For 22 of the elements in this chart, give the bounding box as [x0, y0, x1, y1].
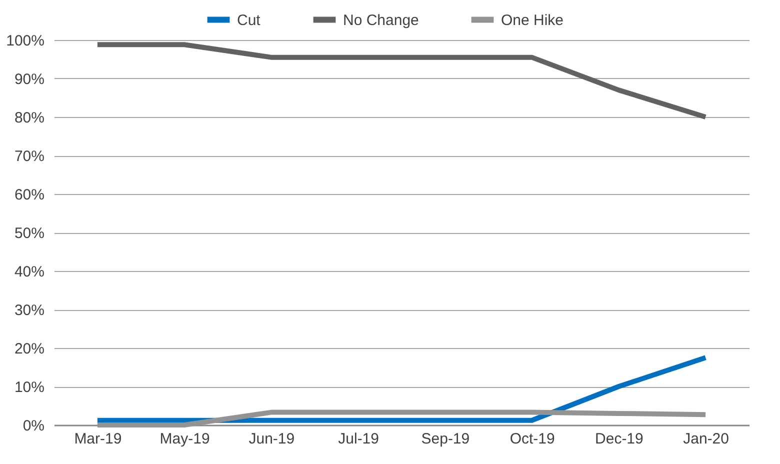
- x-tick-label: Sep-19: [421, 430, 470, 448]
- y-tick-label: 50%: [14, 225, 44, 242]
- y-tick-label: 70%: [14, 148, 44, 165]
- y-tick-label: 60%: [14, 186, 44, 204]
- x-tick-label: May-19: [160, 430, 210, 448]
- y-tick-label: 10%: [14, 379, 44, 396]
- legend-label: Cut: [237, 12, 262, 29]
- y-tick-label: 20%: [14, 340, 44, 358]
- y-tick-label: 30%: [14, 302, 44, 319]
- x-tick-label: Mar-19: [74, 430, 122, 448]
- x-tick-label: Jun-19: [248, 430, 295, 448]
- x-tick-label: Oct-19: [510, 430, 555, 448]
- y-tick-label: 80%: [14, 110, 44, 126]
- y-tick-label: 0%: [22, 418, 44, 434]
- legend-label: One Hike: [501, 12, 564, 29]
- y-tick-label: 90%: [14, 71, 44, 88]
- y-tick-label: 100%: [6, 32, 44, 50]
- x-tick-label: Jul-19: [338, 430, 379, 448]
- x-tick-label: Jan-20: [683, 430, 729, 448]
- legend-label: No Change: [343, 12, 419, 29]
- y-tick-label: 40%: [14, 264, 44, 280]
- x-tick-label: Dec-19: [595, 430, 644, 448]
